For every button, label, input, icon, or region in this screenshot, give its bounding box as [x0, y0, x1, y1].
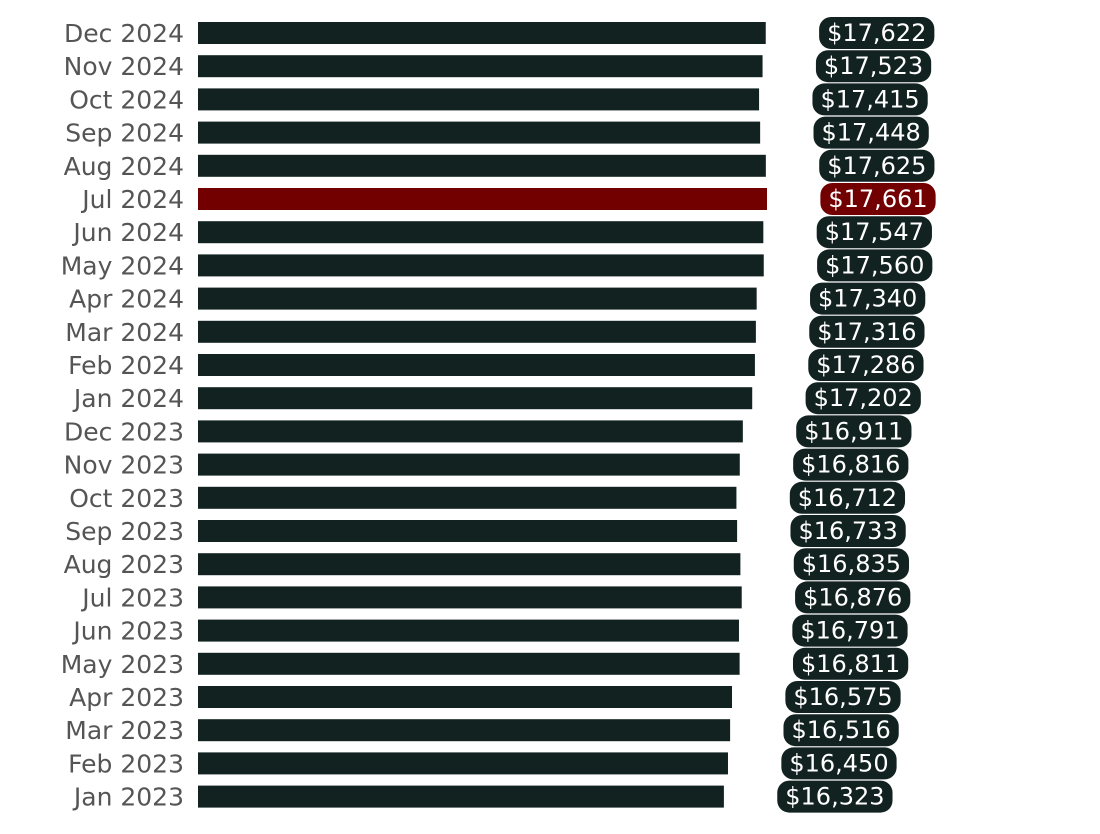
value-label: $17,625 — [827, 152, 926, 180]
value-label: $16,816 — [801, 451, 900, 479]
category-label: Jan 2024 — [72, 384, 184, 413]
value-label-background — [795, 581, 911, 614]
value-label: $16,876 — [803, 583, 902, 611]
bar — [198, 221, 764, 244]
value-label: $17,622 — [827, 19, 926, 47]
category-label: Oct 2024 — [69, 85, 184, 114]
category-label: Mar 2023 — [65, 716, 184, 745]
value-label-background — [781, 747, 897, 780]
category-label: Jul 2023 — [80, 583, 184, 612]
value-label: $17,202 — [814, 384, 913, 412]
bar — [198, 22, 766, 44]
value-label-background — [812, 83, 928, 116]
bar — [198, 619, 739, 642]
value-label: $17,547 — [825, 218, 924, 246]
bar — [198, 154, 766, 177]
value-label: $16,575 — [793, 683, 892, 711]
bar — [198, 254, 764, 277]
value-label-background — [816, 216, 932, 249]
value-label-background — [817, 249, 933, 282]
category-label: Aug 2024 — [64, 152, 184, 181]
bar — [198, 287, 757, 310]
bar — [198, 387, 753, 410]
category-label: Apr 2023 — [69, 683, 184, 712]
value-label-background — [785, 681, 901, 713]
bar — [198, 453, 740, 476]
category-label: May 2023 — [61, 650, 184, 679]
value-label-background — [819, 17, 935, 49]
bar — [198, 121, 761, 144]
bar — [198, 320, 756, 343]
value-label: $17,316 — [817, 318, 916, 346]
bar — [198, 686, 733, 708]
category-label: Sep 2023 — [65, 517, 184, 546]
value-label-background — [777, 780, 893, 813]
category-label: Jun 2023 — [71, 617, 184, 646]
category-label: Sep 2024 — [65, 119, 184, 148]
value-label-background — [796, 415, 912, 448]
value-label: $17,448 — [822, 119, 921, 147]
category-label: Nov 2023 — [64, 451, 184, 480]
bar — [198, 652, 740, 675]
value-label-background — [810, 282, 926, 315]
value-label: $16,733 — [798, 517, 897, 545]
value-label-background — [813, 116, 929, 149]
category-label: Mar 2024 — [65, 318, 184, 347]
category-label: Oct 2023 — [69, 484, 184, 513]
category-label: Jan 2023 — [72, 783, 184, 812]
bar — [198, 785, 724, 808]
bar — [198, 719, 731, 742]
bar — [198, 486, 737, 509]
category-label: Aug 2023 — [64, 550, 184, 579]
category-label: May 2024 — [61, 251, 184, 280]
bar — [198, 586, 742, 609]
bar — [198, 188, 767, 210]
value-label-background — [820, 183, 936, 215]
category-label: Apr 2024 — [69, 285, 184, 314]
value-label: $16,811 — [801, 650, 900, 678]
value-label-background — [809, 315, 925, 348]
bar — [198, 354, 755, 376]
category-label: Feb 2024 — [68, 351, 184, 380]
value-label-background — [783, 714, 899, 747]
value-label-background — [792, 614, 908, 647]
value-label: $17,560 — [825, 251, 924, 279]
value-label-background — [790, 515, 906, 547]
value-label-background — [808, 349, 924, 381]
value-label: $17,286 — [816, 351, 915, 379]
value-label: $17,340 — [818, 285, 917, 313]
bar — [198, 553, 741, 576]
value-label-background — [789, 481, 906, 514]
value-label: $17,661 — [828, 185, 927, 213]
category-label: Jun 2024 — [71, 218, 184, 247]
bar — [198, 55, 763, 78]
value-label: $17,415 — [820, 85, 919, 113]
value-label-background — [815, 50, 932, 83]
value-label: $16,911 — [804, 417, 903, 445]
category-label: Feb 2023 — [68, 749, 184, 778]
category-label: Dec 2023 — [64, 417, 184, 446]
bar — [198, 752, 728, 775]
category-label: Nov 2024 — [64, 52, 184, 81]
value-label: $16,516 — [791, 716, 890, 744]
bar — [198, 420, 743, 443]
value-label: $16,323 — [785, 783, 884, 811]
category-label: Jul 2024 — [80, 185, 184, 214]
value-label-background — [792, 647, 909, 680]
value-label: $16,835 — [802, 550, 901, 578]
value-label-background — [793, 548, 910, 581]
value-label: $17,523 — [824, 52, 923, 80]
value-label-background — [793, 448, 909, 481]
value-label-background — [805, 382, 921, 415]
value-label: $16,791 — [800, 617, 899, 645]
value-label: $16,712 — [798, 484, 897, 512]
value-label: $16,450 — [789, 749, 888, 777]
category-label: Dec 2024 — [64, 19, 184, 48]
bar — [198, 88, 760, 111]
bar — [198, 520, 738, 542]
value-label-background — [819, 149, 935, 182]
